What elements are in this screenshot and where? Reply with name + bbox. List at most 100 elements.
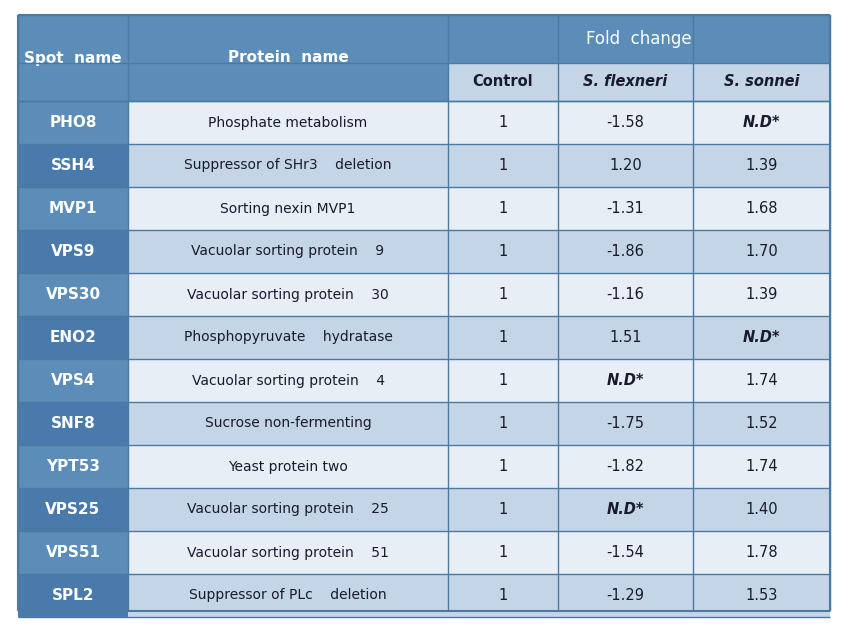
Text: 1.74: 1.74 [745, 373, 778, 388]
Text: 1.20: 1.20 [609, 158, 642, 173]
Bar [128, 15, 448, 101]
Bar [448, 144, 558, 187]
Text: YPT53: YPT53 [46, 459, 100, 474]
Text: Vacuolar sorting protein    30: Vacuolar sorting protein 30 [187, 287, 389, 302]
Bar [558, 101, 693, 144]
Bar [128, 144, 448, 187]
Text: VPS4: VPS4 [51, 373, 95, 388]
Bar [448, 230, 558, 273]
Text: Suppressor of PLc    deletion: Suppressor of PLc deletion [189, 588, 387, 602]
Bar [128, 531, 448, 574]
Bar [693, 63, 830, 101]
Bar [128, 359, 448, 402]
Text: 1.74: 1.74 [745, 459, 778, 474]
Text: VPS30: VPS30 [46, 287, 101, 302]
Text: 1.53: 1.53 [745, 588, 778, 603]
Text: PHO8: PHO8 [49, 115, 97, 130]
Bar [558, 574, 693, 617]
Bar [558, 531, 693, 574]
Text: Sucrose non-fermenting: Sucrose non-fermenting [204, 416, 371, 431]
Bar [18, 316, 128, 359]
Text: -1.86: -1.86 [606, 244, 644, 259]
Text: -1.16: -1.16 [606, 287, 644, 302]
Text: -1.31: -1.31 [606, 201, 644, 216]
Text: 1.51: 1.51 [609, 330, 642, 345]
Bar [693, 101, 830, 144]
Bar [558, 488, 693, 531]
Text: 1: 1 [499, 244, 508, 259]
Bar [448, 273, 558, 316]
Text: Protein  name: Protein name [227, 51, 349, 66]
Text: Vacuolar sorting protein    51: Vacuolar sorting protein 51 [187, 545, 389, 560]
Bar [448, 402, 558, 445]
Text: 1: 1 [499, 502, 508, 517]
Text: Vacuolar sorting protein    9: Vacuolar sorting protein 9 [192, 245, 384, 259]
Text: N.D*: N.D* [743, 330, 780, 345]
Bar [128, 316, 448, 359]
Text: 1: 1 [499, 201, 508, 216]
Text: -1.75: -1.75 [606, 416, 644, 431]
Text: 1: 1 [499, 373, 508, 388]
Bar [18, 359, 128, 402]
Text: 1.68: 1.68 [745, 201, 778, 216]
Bar [558, 187, 693, 230]
Text: VPS9: VPS9 [51, 244, 95, 259]
Bar [18, 187, 128, 230]
Bar [448, 63, 558, 101]
Bar [18, 531, 128, 574]
Bar [448, 445, 558, 488]
Text: Yeast protein two: Yeast protein two [228, 459, 348, 473]
Text: Control: Control [472, 74, 533, 90]
Bar [558, 359, 693, 402]
Bar [693, 273, 830, 316]
Text: -1.29: -1.29 [606, 588, 644, 603]
Text: 1: 1 [499, 158, 508, 173]
Bar [448, 574, 558, 617]
Bar [18, 273, 128, 316]
Text: Spot  name: Spot name [25, 51, 122, 66]
Bar [448, 488, 558, 531]
Text: 1.52: 1.52 [745, 416, 778, 431]
Text: 1: 1 [499, 115, 508, 130]
Text: 1: 1 [499, 545, 508, 560]
Text: N.D*: N.D* [607, 502, 644, 517]
Bar [558, 402, 693, 445]
Text: VPS25: VPS25 [46, 502, 101, 517]
Bar [693, 402, 830, 445]
Text: Suppressor of SHr3    deletion: Suppressor of SHr3 deletion [184, 158, 392, 173]
Text: Sorting nexin MVP1: Sorting nexin MVP1 [220, 202, 355, 215]
Bar [693, 230, 830, 273]
Bar [693, 187, 830, 230]
Text: 1: 1 [499, 287, 508, 302]
Text: Vacuolar sorting protein    25: Vacuolar sorting protein 25 [187, 503, 389, 516]
Bar [558, 144, 693, 187]
Text: N.D*: N.D* [607, 373, 644, 388]
Bar [558, 63, 693, 101]
Bar [693, 488, 830, 531]
Text: -1.58: -1.58 [606, 115, 644, 130]
Text: S. sonnei: S. sonnei [723, 74, 800, 90]
Bar [693, 531, 830, 574]
Bar [128, 230, 448, 273]
Bar [18, 402, 128, 445]
Bar [693, 316, 830, 359]
Text: Phosphate metabolism: Phosphate metabolism [209, 116, 368, 130]
Bar [448, 531, 558, 574]
Bar [448, 187, 558, 230]
Text: SPL2: SPL2 [52, 588, 94, 603]
Text: 1.70: 1.70 [745, 244, 778, 259]
Bar [128, 488, 448, 531]
Bar [558, 273, 693, 316]
Text: 1.39: 1.39 [745, 158, 778, 173]
Bar [448, 316, 558, 359]
Text: N.D*: N.D* [743, 115, 780, 130]
Text: Fold  change: Fold change [586, 30, 692, 48]
Bar [18, 101, 128, 144]
Bar [128, 574, 448, 617]
Bar [18, 230, 128, 273]
Text: 1.40: 1.40 [745, 502, 778, 517]
Bar [448, 15, 830, 63]
Bar [448, 359, 558, 402]
Text: -1.54: -1.54 [606, 545, 644, 560]
Text: VPS51: VPS51 [46, 545, 101, 560]
